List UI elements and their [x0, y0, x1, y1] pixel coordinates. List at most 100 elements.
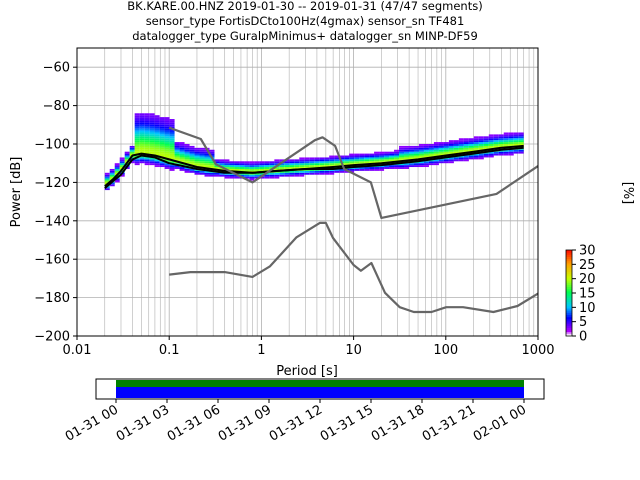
heat-cell — [194, 159, 200, 162]
heat-cell — [418, 161, 424, 164]
heat-cell — [379, 157, 385, 160]
heat-cell — [104, 176, 110, 179]
heat-cell — [204, 159, 210, 162]
psd-plot: 0.01 0.1 1 10 100 1000 −60 −80 −100 −120 −140 −160… — [34, 47, 555, 358]
heat-cell — [508, 144, 514, 146]
heat-cell — [513, 132, 519, 135]
heat-cell — [399, 155, 405, 158]
heat-cell — [478, 140, 484, 143]
heat-cell — [389, 155, 395, 158]
heat-cell — [364, 167, 370, 169]
heat-cell — [503, 132, 509, 135]
heat-cell — [428, 155, 434, 158]
heat-cell — [359, 161, 365, 164]
heat-cell — [304, 157, 310, 160]
heat-cell — [174, 167, 180, 169]
coverage-tick-label: 01-31 21 — [420, 402, 478, 444]
heat-cell — [289, 163, 295, 166]
heat-cell — [159, 138, 165, 141]
heat-cell — [154, 151, 160, 154]
heat-cell — [279, 165, 285, 168]
plot-grid — [76, 48, 539, 337]
heat-cell — [374, 155, 380, 158]
heat-cell — [324, 165, 330, 168]
heat-cell — [149, 132, 155, 135]
colorbar-segment — [566, 308, 572, 311]
heat-cell — [189, 147, 195, 150]
heat-cell — [149, 142, 155, 144]
heat-cell — [384, 155, 390, 158]
chart-title-line-1: BK.KARE.00.HNZ 2019-01-30 -- 2019-01-31 … — [127, 0, 482, 13]
heat-cell — [154, 130, 160, 133]
heat-cell — [443, 159, 449, 162]
heat-cell — [334, 161, 340, 164]
heat-cell — [294, 174, 300, 177]
heat-cell — [433, 145, 439, 148]
heat-cell — [269, 176, 275, 179]
heat-cell — [384, 157, 390, 160]
heat-cell — [443, 147, 449, 150]
heat-cell — [159, 124, 165, 127]
heat-cell — [134, 144, 140, 146]
heat-cell — [169, 138, 175, 141]
heat-cell — [124, 159, 130, 162]
heat-cell — [184, 144, 190, 146]
heat-cell — [294, 161, 300, 164]
heat-cell — [299, 163, 305, 166]
heat-cell — [259, 172, 265, 175]
heat-cell — [394, 165, 400, 168]
heat-cell — [384, 165, 390, 168]
y-tick-label: −200 — [34, 330, 70, 345]
heat-cell — [274, 172, 280, 175]
heat-cell — [488, 151, 494, 154]
heat-cell — [124, 151, 130, 154]
heat-cell — [169, 149, 175, 152]
heat-cell — [279, 163, 285, 166]
heat-cell — [159, 163, 165, 166]
heat-cell — [334, 155, 340, 158]
heat-cell — [249, 176, 255, 179]
heat-cell — [179, 144, 185, 146]
heat-cell — [294, 163, 300, 166]
heat-cell — [299, 161, 305, 164]
heat-cell — [384, 159, 390, 162]
heat-cell — [498, 153, 504, 156]
heat-cell — [274, 159, 280, 162]
heat-cell — [144, 140, 150, 143]
heat-cell — [399, 151, 405, 154]
heat-cell — [463, 140, 469, 143]
heat-cell — [339, 155, 345, 158]
heat-cell — [204, 157, 210, 160]
heat-cell — [154, 134, 160, 137]
heat-cell — [194, 151, 200, 154]
heat-cell — [503, 144, 509, 146]
heat-cell — [259, 168, 265, 171]
heat-cell — [413, 145, 419, 148]
plot-background — [77, 48, 538, 336]
heat-cell — [209, 165, 215, 168]
heat-cell — [329, 157, 335, 160]
heat-cell — [478, 147, 484, 150]
heat-cell — [164, 126, 170, 129]
heat-cell — [423, 145, 429, 148]
heat-cell — [423, 144, 429, 146]
heat-cell — [224, 176, 230, 179]
heat-cell — [189, 153, 195, 156]
heat-cell — [354, 168, 360, 171]
heat-cell — [134, 138, 140, 141]
heat-cell — [209, 174, 215, 177]
heat-cell — [389, 167, 395, 169]
heat-cell — [139, 144, 145, 146]
heat-cell — [229, 168, 235, 171]
heat-cell — [139, 151, 145, 154]
heat-cell — [409, 145, 414, 148]
colorbar-segment — [566, 277, 572, 281]
heat-cell — [264, 163, 270, 166]
heat-cell — [468, 155, 474, 158]
heat-cell — [329, 155, 335, 158]
heat-cell — [354, 155, 360, 158]
heat-cell — [498, 142, 504, 144]
heat-cell — [164, 134, 170, 137]
heat-cell — [174, 151, 180, 154]
heat-cell — [219, 159, 225, 162]
